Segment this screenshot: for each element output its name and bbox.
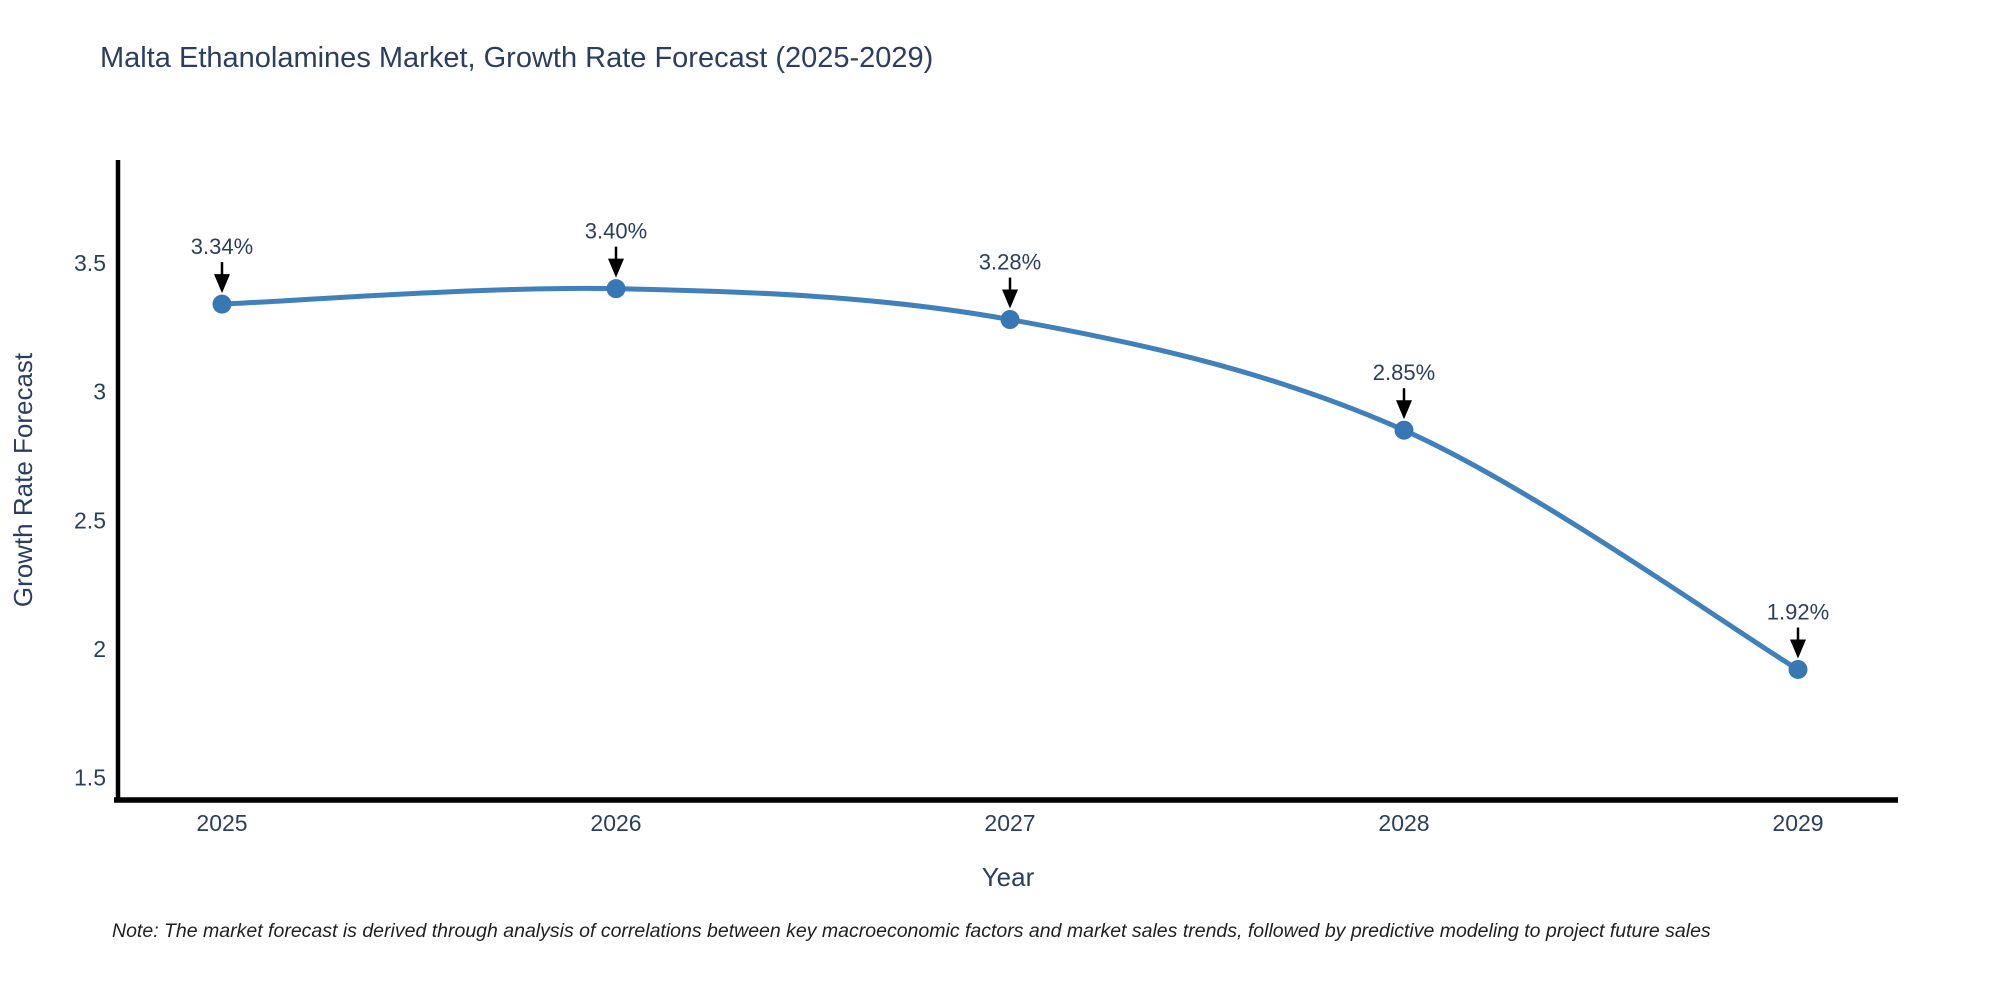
x-axis-title: Year [982,862,1035,892]
chart-title: Malta Ethanolamines Market, Growth Rate … [100,42,933,74]
data-point-marker [212,294,232,314]
x-tick-label: 2029 [1772,810,1823,836]
x-tick-label: 2027 [984,810,1035,836]
y-tick-label: 3 [93,379,106,405]
data-point-marker [1000,310,1020,330]
y-axis-title: Growth Rate Forecast [8,352,38,607]
annotation-arrowhead [214,274,230,294]
annotation-arrowhead [1396,400,1412,420]
footnote: Note: The market forecast is derived thr… [112,920,1711,942]
annotation-arrowhead [1790,639,1806,659]
y-tick-label: 3.5 [74,250,106,276]
point-value-label: 3.28% [979,250,1041,275]
series-growth-rate [212,279,1808,680]
y-axis-tick-labels: 3.5 3 2.5 2 1.5 [74,250,106,791]
x-axis-tick-labels: 2025 2026 2027 2028 2029 [196,810,1823,836]
data-point-marker [1394,420,1414,440]
series-line [219,285,1801,673]
point-value-label: 3.40% [585,219,647,244]
point-value-label: 2.85% [1373,360,1435,385]
annotation-arrowhead [608,258,624,278]
x-tick-label: 2028 [1378,810,1429,836]
point-annotations: 3.34% 3.40% 3.28% 2.85% 1.92% [191,219,1829,659]
y-tick-label: 2 [93,636,106,662]
annotation-arrowhead [1002,289,1018,309]
point-value-label: 3.34% [191,234,253,259]
x-tick-label: 2025 [196,810,247,836]
point-value-label: 1.92% [1767,600,1829,625]
data-point-marker [606,279,626,299]
data-point-marker [1788,660,1808,680]
y-tick-label: 2.5 [74,507,106,533]
y-tick-label: 1.5 [74,765,106,791]
x-tick-label: 2026 [590,810,641,836]
